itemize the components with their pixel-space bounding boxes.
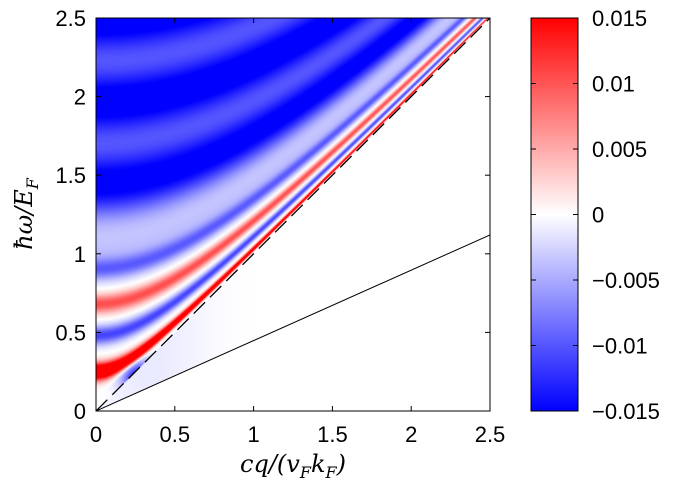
- colorbar-ticks: −0.015 −0.01 −0.005 0 0.005 0.01 0.015: [531, 6, 660, 424]
- x-tick-label: 1: [247, 422, 259, 447]
- colorbar-tick-label: 0: [592, 203, 604, 228]
- plot-frame: [95, 17, 491, 412]
- y-tick-label: 2: [74, 85, 86, 110]
- y-axis: 0 0.5 1 1.5 2 2.5: [55, 6, 490, 424]
- y-tick-label: 2.5: [55, 6, 86, 31]
- y-tick-label: 1: [74, 242, 86, 267]
- colorbar-tick-label: 0.015: [592, 6, 647, 31]
- y-tick-label: 0: [74, 399, 86, 424]
- x-axis-label: cq/(vFkF): [240, 450, 346, 482]
- x-tick-label: 1.5: [317, 422, 348, 447]
- x-tick-label: 2.5: [475, 422, 506, 447]
- y-axis-label: ħω/EF: [10, 177, 42, 250]
- dashed-diagonal-line: [96, 18, 490, 411]
- y-tick-label: 0.5: [55, 320, 86, 345]
- solid-line: [96, 234, 490, 411]
- x-tick-label: 2: [405, 422, 417, 447]
- colorbar-tick-label: 0.01: [592, 72, 635, 97]
- colorbar: −0.015 −0.01 −0.005 0 0.005 0.01 0.015: [530, 6, 660, 424]
- heatmap: [95, 17, 491, 412]
- colorbar-tick-label: −0.01: [592, 334, 648, 359]
- colorbar-tick-label: −0.015: [592, 399, 660, 424]
- y-tick-label: 1.5: [55, 163, 86, 188]
- colorbar-tick-label: 0.005: [592, 137, 647, 162]
- x-axis: 0 0.5 1 1.5 2 2.5: [90, 18, 505, 447]
- x-tick-label: 0.5: [160, 422, 191, 447]
- colorbar-tick-label: −0.005: [592, 268, 660, 293]
- x-tick-label: 0: [90, 422, 102, 447]
- colorbar-gradient: [531, 18, 578, 411]
